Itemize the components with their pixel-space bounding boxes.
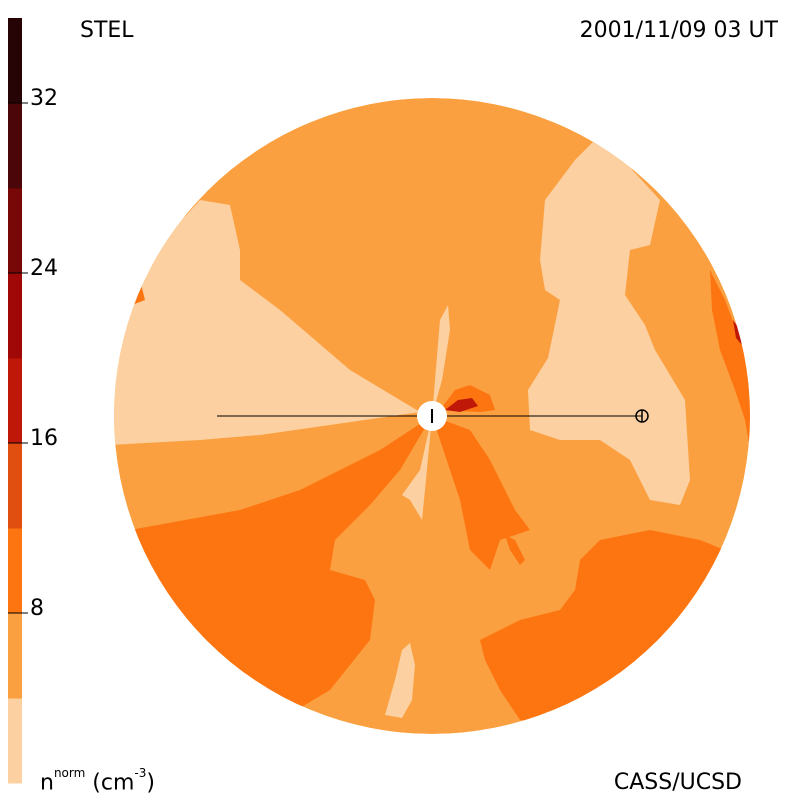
- colorbar-tick-label-2: 24: [30, 256, 58, 281]
- colorbar-superscript: norm: [53, 766, 86, 780]
- light-streak-bottom: [385, 643, 415, 718]
- light-ray-up: [432, 305, 450, 416]
- colorbar-level-5: [8, 273, 22, 359]
- colorbar-title: nnorm (cm-3): [40, 766, 155, 796]
- dark-region-right-edge: [710, 270, 750, 460]
- colorbar-level-4: [8, 358, 22, 444]
- colorbar-level-6: [8, 188, 22, 274]
- light-region-right: [528, 135, 690, 505]
- credit-label: CASS/UCSD: [613, 770, 742, 795]
- colorbar-level-0: [8, 698, 22, 784]
- right-edge-peak: [733, 320, 742, 345]
- dark-region-center-down: [432, 416, 530, 570]
- light-ray-down: [402, 416, 432, 520]
- colorbar-tick-label-0: 8: [30, 596, 44, 621]
- colorbar-level-7: [8, 103, 22, 189]
- colorbar: 8 16 24 32: [8, 18, 58, 784]
- colorbar-unit-close: ): [146, 770, 155, 796]
- colorbar-level-1: [8, 613, 22, 699]
- light-region-left: [114, 200, 420, 445]
- timestamp-label: 2001/11/09 03 UT: [579, 18, 778, 43]
- colorbar-tick-label-1: 16: [30, 426, 58, 451]
- colorbar-tick-label-3: 32: [30, 86, 58, 111]
- colorbar-unit: (cm: [85, 770, 135, 796]
- density-disk: [114, 98, 750, 734]
- colorbar-level-2: [8, 528, 22, 614]
- colorbar-level-8: [8, 18, 22, 104]
- dark-sliver-right: [505, 535, 525, 565]
- peak-density-core: [445, 398, 478, 412]
- colorbar-unit-exponent: -3: [134, 766, 147, 780]
- colorbar-quantity: n: [40, 770, 54, 796]
- colorbar-level-3: [8, 443, 22, 529]
- observer-label: STEL: [80, 18, 134, 43]
